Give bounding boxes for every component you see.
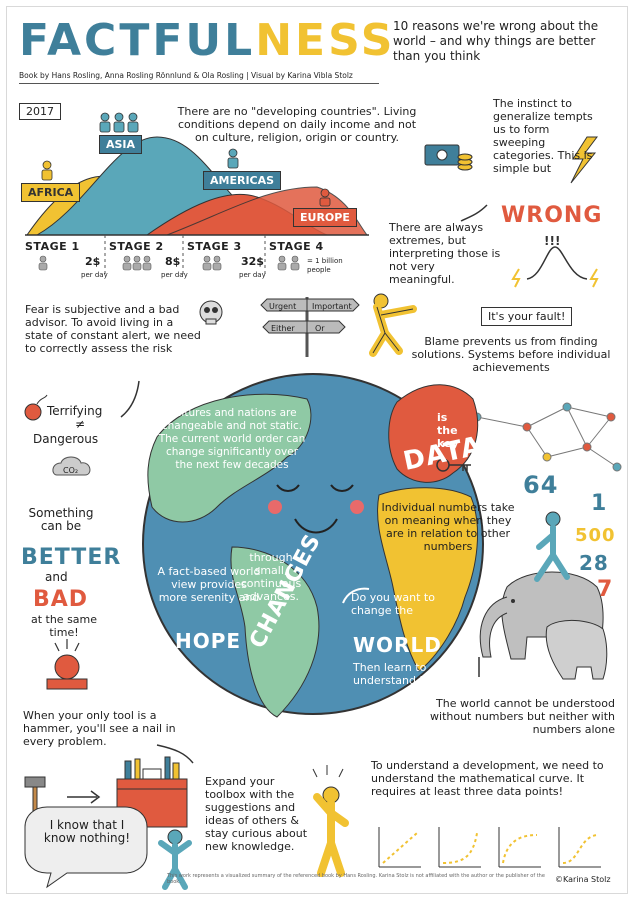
- region-label-africa: AFRICA: [21, 183, 81, 202]
- sign-or: Or: [315, 324, 325, 333]
- cultures-text: Cultures and nations are changeable and …: [158, 407, 306, 471]
- hammer-to-toolbox-arrow: [156, 744, 194, 764]
- toolbox-text: Expand your toolbox with the suggestions…: [205, 775, 308, 853]
- blaming-person-icon: [369, 293, 417, 357]
- continent-south: [230, 546, 320, 718]
- region-label-asia: ASIA: [99, 135, 143, 154]
- thinking-person-icon: [312, 765, 349, 877]
- sign-either: Either: [271, 324, 295, 333]
- extremes-text: There are always extremes, but interpret…: [389, 221, 501, 286]
- number-64: 64: [523, 471, 559, 499]
- fact-based-text: A fact-based world view provides more se…: [157, 565, 261, 604]
- blame-text: Blame prevents us from finding solutions…: [411, 335, 611, 374]
- lightning-icon: [570, 136, 598, 184]
- terrifying-text: Terrifying: [47, 404, 103, 418]
- illustration-layer: !!!: [24, 112, 622, 890]
- skull-icon: [199, 300, 223, 325]
- continent-africa: [377, 487, 479, 672]
- dangerous-text: Dangerous: [33, 432, 99, 446]
- changes-arrow-icon: [342, 587, 370, 604]
- co2-label: CO₂: [63, 466, 79, 475]
- credits: Book by Hans Rosling, Anna Rosling Rönnl…: [19, 71, 353, 80]
- network-icon: [472, 402, 622, 472]
- signpost-icon: [260, 297, 360, 357]
- world-numbers-text: The world cannot be understood without n…: [430, 697, 615, 736]
- wrong-word: WRONG: [501, 203, 603, 228]
- stage-label-4: STAGE 4: [269, 240, 324, 253]
- money-icon: [424, 144, 473, 171]
- page-subtitle: 10 reasons we're wrong about the world –…: [393, 19, 599, 63]
- number-28: 28: [579, 551, 609, 575]
- elephant-icon: [479, 571, 608, 680]
- stage-label-3: STAGE 3: [187, 240, 242, 253]
- speech-bubble: [24, 806, 148, 889]
- hope-word: HOPE: [175, 629, 242, 653]
- header-divider: [19, 83, 379, 84]
- co2-cloud-icon: [52, 456, 91, 476]
- sign-urgent: Urgent: [269, 302, 297, 311]
- better-word: BETTER: [21, 545, 122, 570]
- bad-word: BAD: [33, 587, 89, 612]
- stage-label-2: STAGE 2: [109, 240, 164, 253]
- numbers-relation-text: Individual numbers take on meaning when …: [381, 501, 515, 553]
- globe: [142, 373, 484, 718]
- bumped-head-icon: [46, 639, 88, 690]
- know-nothing-text: I know that I know nothing!: [43, 818, 131, 845]
- page-title: FACTFULNESS: [19, 15, 396, 66]
- income-curves: [25, 136, 369, 275]
- bell-curve-icon: !!!: [511, 234, 599, 288]
- key-icon: [436, 458, 471, 472]
- per-day-1: per day: [81, 271, 108, 279]
- stage-people-icons: [38, 255, 300, 271]
- hammer-text: When your only tool is a hammer, you'll …: [23, 709, 176, 748]
- learn-text: Then learn to understand it!: [353, 661, 432, 687]
- rider-person-icon: [534, 511, 570, 582]
- continent-north: [147, 393, 312, 523]
- number-7: 7: [597, 577, 614, 602]
- not-equal-symbol: ≠: [75, 417, 86, 431]
- signature: ©Karina Stolz: [555, 875, 611, 884]
- something-text: Something can be: [28, 506, 94, 533]
- footer-note: This work represents a visualized summar…: [167, 873, 545, 885]
- year-badge: 2017: [19, 103, 61, 120]
- world-word: WORLD: [353, 633, 442, 657]
- per-day-2: per day: [161, 271, 188, 279]
- number-500: 500: [575, 525, 616, 546]
- income-2: 2$: [85, 255, 101, 268]
- people-legend: = 1 billion people: [307, 257, 343, 274]
- math-curve-icons: [378, 827, 601, 868]
- svg-text:!!!: !!!: [544, 234, 560, 248]
- region-label-americas: AMERICAS: [203, 171, 282, 190]
- bomb-icon: [24, 394, 48, 421]
- per-day-3: per day: [239, 271, 266, 279]
- fear-arrow-icon: [120, 380, 140, 418]
- stage-label-1: STAGE 1: [25, 240, 80, 253]
- development-text: To understand a development, we need to …: [371, 759, 604, 798]
- number-1: 1: [591, 491, 608, 516]
- through-small-text: through small, continuous advances.: [240, 551, 302, 603]
- income-8: 8$: [165, 255, 181, 268]
- same-time-text: at the same time!: [30, 613, 98, 639]
- region-label-europe: EUROPE: [293, 208, 357, 227]
- infographic-page: FACTFULNESS 10 reasons we're wrong about…: [6, 6, 628, 894]
- is-the-key-text: is the key: [437, 411, 459, 450]
- want-change-text: Do you want to change the: [351, 591, 435, 617]
- and-text: and: [45, 570, 68, 584]
- sign-important: Important: [312, 302, 352, 311]
- developing-text: There are no "developing countries". Liv…: [177, 105, 417, 144]
- continent-europe: [388, 384, 479, 483]
- your-fault-bubble: It's your fault!: [481, 307, 573, 326]
- fear-text: Fear is subjective and a bad advisor. To…: [25, 303, 201, 355]
- region-people-icons: [41, 112, 331, 207]
- curious-person-icon: [158, 829, 192, 890]
- arrow-icon: [460, 204, 488, 222]
- generalize-text: The instinct to generalize tempts us to …: [493, 97, 593, 175]
- income-32: 32$: [241, 255, 264, 268]
